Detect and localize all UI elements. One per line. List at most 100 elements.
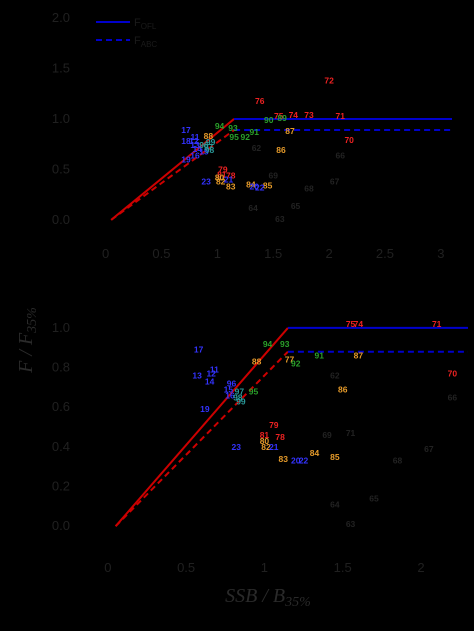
year-point-label: 63 bbox=[346, 519, 356, 529]
year-point-label: 21 bbox=[224, 175, 234, 185]
y-tick-label: 0.2 bbox=[52, 479, 70, 494]
x-tick-label: 0.5 bbox=[152, 246, 170, 261]
year-point-label: 79 bbox=[269, 420, 279, 430]
year-point-label: 85 bbox=[330, 452, 340, 462]
year-point-label: 85 bbox=[263, 181, 273, 191]
year-point-label: 81 bbox=[260, 430, 270, 440]
y-tick-label: 0.6 bbox=[52, 399, 70, 414]
year-point-label: 15 bbox=[199, 146, 209, 156]
year-point-label: 12 bbox=[206, 369, 216, 379]
year-point-label: 15 bbox=[224, 384, 234, 394]
year-point-label: 19 bbox=[181, 154, 191, 164]
year-point-label: 94 bbox=[215, 121, 225, 131]
year-point-label: 23 bbox=[232, 442, 242, 452]
year-point-label: 64 bbox=[248, 203, 258, 213]
year-point-label: 73 bbox=[304, 110, 314, 120]
year-point-label: 71 bbox=[432, 319, 442, 329]
legend-label-abc: FABC bbox=[134, 35, 157, 49]
year-point-label: 64 bbox=[330, 499, 340, 509]
year-point-label: 81 bbox=[217, 169, 227, 179]
year-point-label: 70 bbox=[448, 369, 458, 379]
year-point-label: 18 bbox=[181, 136, 191, 146]
y-tick-label: 0.8 bbox=[52, 360, 70, 375]
year-point-label: 67 bbox=[330, 177, 340, 187]
ofl-ramp-line bbox=[110, 118, 235, 221]
year-point-label: 13 bbox=[192, 370, 202, 380]
year-point-label: 94 bbox=[263, 339, 273, 349]
y-tick-label: 0.5 bbox=[52, 161, 70, 176]
year-point-label: 95 bbox=[229, 132, 239, 142]
x-tick-label: 2.5 bbox=[376, 246, 394, 261]
year-point-label: 69 bbox=[268, 170, 278, 180]
x-tick-label: 0.5 bbox=[177, 560, 195, 575]
year-point-label: 88 bbox=[204, 131, 214, 141]
year-point-label: 20 bbox=[249, 182, 259, 192]
year-point-label: 83 bbox=[226, 182, 236, 192]
x-tick-label: 0 bbox=[104, 560, 111, 575]
y-tick-label: 2.0 bbox=[52, 10, 70, 25]
year-point-label: 78 bbox=[275, 432, 285, 442]
x-tick-label: 0 bbox=[102, 246, 109, 261]
y-tick-label: 0.0 bbox=[52, 212, 70, 227]
year-point-label: 68 bbox=[304, 184, 314, 194]
legend-label-ofl: FOFL bbox=[134, 17, 157, 31]
year-point-label: 11 bbox=[190, 132, 199, 142]
year-point-label: 13 bbox=[190, 140, 200, 150]
y-tick-label: 0.0 bbox=[52, 518, 70, 533]
year-point-label: 84 bbox=[310, 448, 320, 458]
year-point-label: 72 bbox=[324, 76, 334, 86]
year-point-label: 82 bbox=[261, 442, 271, 452]
year-point-label: 90 bbox=[264, 115, 274, 125]
year-point-label: 87 bbox=[285, 126, 295, 136]
year-point-label: 88 bbox=[252, 357, 262, 367]
year-point-label: 74 bbox=[289, 110, 299, 120]
year-point-label: 80 bbox=[215, 173, 225, 183]
year-point-label: 14 bbox=[192, 144, 202, 154]
year-point-label: 99 bbox=[236, 396, 246, 406]
x-tick-label: 1 bbox=[214, 246, 221, 261]
year-point-label: 62 bbox=[252, 143, 262, 153]
year-point-label: 70 bbox=[344, 135, 354, 145]
year-point-label: 92 bbox=[291, 359, 301, 369]
year-point-label: 96 bbox=[199, 140, 209, 150]
y-tick-label: 0.4 bbox=[52, 439, 70, 454]
year-point-label: 80 bbox=[260, 436, 270, 446]
year-point-label: 22 bbox=[255, 183, 265, 193]
x-tick-label: 1.5 bbox=[334, 560, 352, 575]
y-tick-label: 1.0 bbox=[52, 320, 70, 335]
year-point-label: 17 bbox=[181, 125, 191, 135]
ofl-ramp-line bbox=[114, 327, 289, 527]
year-point-label: 93 bbox=[280, 339, 290, 349]
year-point-label: 65 bbox=[369, 493, 379, 503]
legend: FOFL FABC bbox=[96, 17, 157, 49]
year-point-label: 93 bbox=[228, 123, 238, 133]
year-point-label: 78 bbox=[226, 170, 236, 180]
year-point-label: 62 bbox=[330, 370, 340, 380]
year-point-label: 16 bbox=[225, 390, 235, 400]
y-tick-label: 1.5 bbox=[52, 60, 70, 75]
year-point-label: 87 bbox=[354, 351, 364, 361]
x-tick-label: 2 bbox=[325, 246, 332, 261]
year-point-label: 21 bbox=[269, 442, 279, 452]
abc-ramp-line bbox=[114, 351, 289, 527]
abc-ramp-line bbox=[110, 129, 235, 221]
year-point-label: 89 bbox=[277, 113, 287, 123]
year-point-label: 63 bbox=[275, 214, 285, 224]
year-point-label: 97 bbox=[235, 386, 245, 396]
year-point-label: 98 bbox=[233, 392, 243, 402]
year-point-label: 91 bbox=[314, 351, 324, 361]
year-point-label: 66 bbox=[336, 150, 346, 160]
year-point-label: 67 bbox=[424, 444, 434, 454]
year-point-label: 95 bbox=[249, 386, 259, 396]
top-panel: 0.0 0.5 1.0 1.5 2.0 0 0.5 1 1.5 2 2.5 3 72 76 74 73 71 75… bbox=[52, 10, 452, 261]
year-point-label: 16 bbox=[190, 150, 200, 160]
year-point-label: 75 bbox=[274, 111, 284, 121]
year-point-label: 77 bbox=[285, 355, 295, 365]
year-point-label: 69 bbox=[322, 430, 332, 440]
x-tick-label: 1 bbox=[261, 560, 268, 575]
y-axis-label: F / F35% bbox=[15, 307, 40, 374]
year-point-label: 82 bbox=[216, 177, 226, 187]
y-tick-label: 1.0 bbox=[52, 111, 70, 126]
